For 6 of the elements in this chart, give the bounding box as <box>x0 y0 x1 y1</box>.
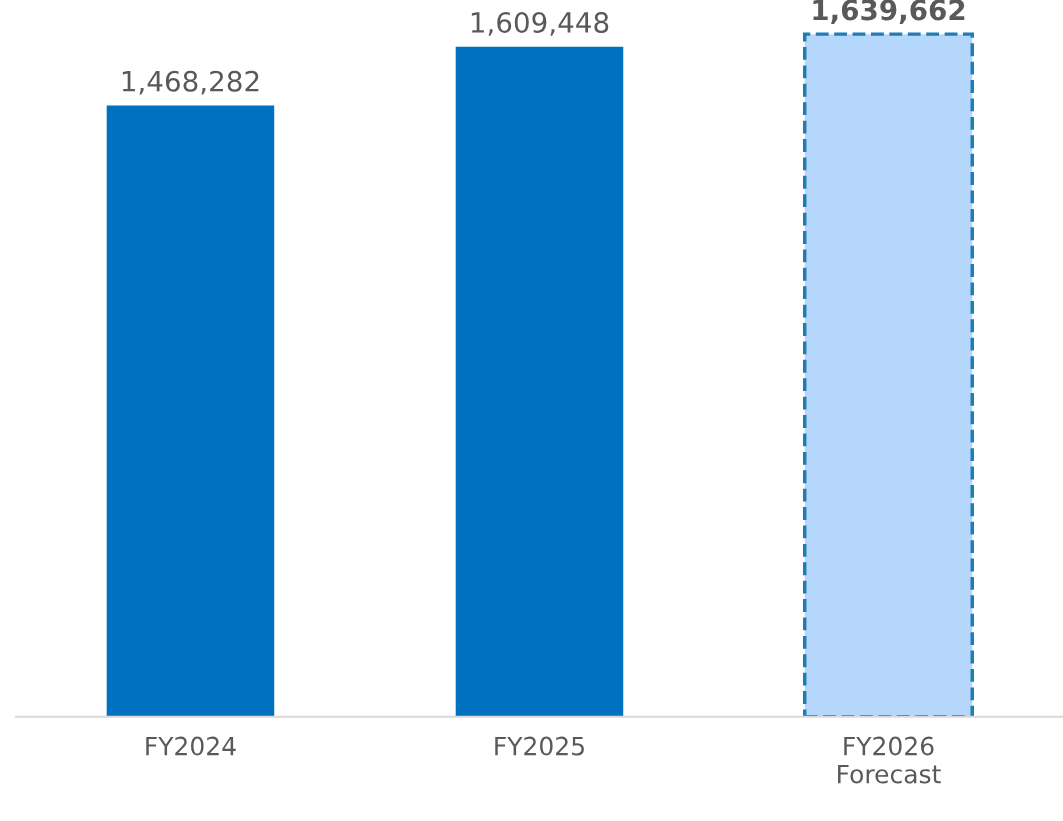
data-label: 1,639,662 <box>813 0 965 24</box>
data-label: 1,468,282 <box>122 70 259 95</box>
x-tick-label: FY2026 Forecast <box>838 736 941 784</box>
x-tick-label: FY2025 <box>495 736 584 756</box>
data-label: 1,609,448 <box>471 11 609 36</box>
x-tick-label: FY2024 <box>146 736 236 756</box>
